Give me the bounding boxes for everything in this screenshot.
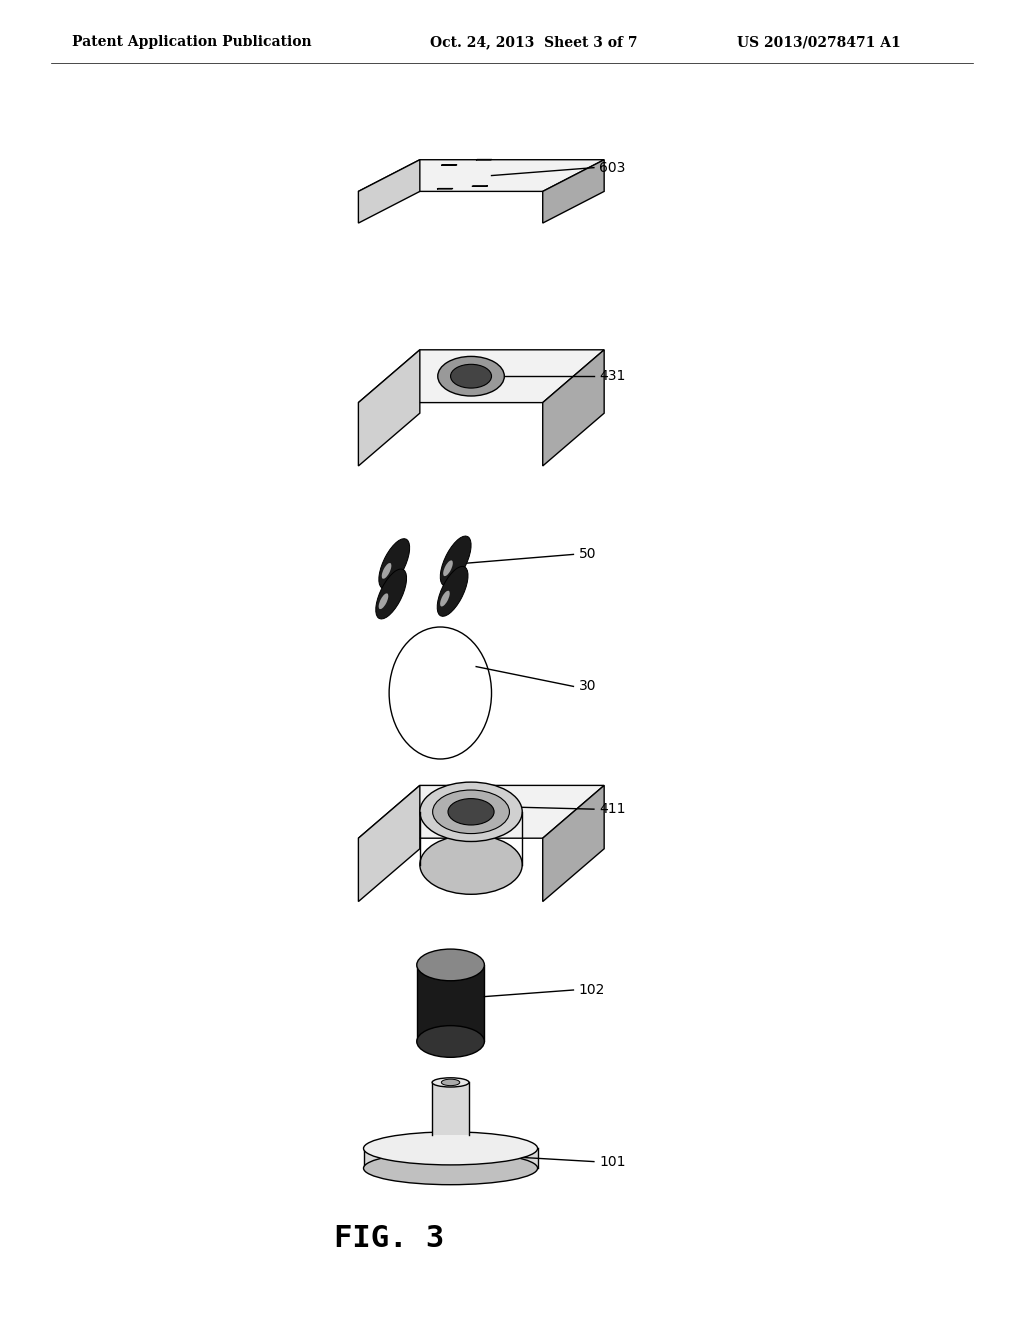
Text: 102: 102 bbox=[579, 983, 605, 997]
Ellipse shape bbox=[417, 1026, 484, 1057]
Ellipse shape bbox=[441, 1080, 460, 1085]
Ellipse shape bbox=[382, 564, 391, 578]
Ellipse shape bbox=[440, 591, 450, 606]
Text: Patent Application Publication: Patent Application Publication bbox=[72, 36, 311, 49]
Ellipse shape bbox=[451, 364, 492, 388]
Ellipse shape bbox=[432, 1077, 469, 1088]
Ellipse shape bbox=[417, 949, 484, 981]
Polygon shape bbox=[543, 350, 604, 466]
Ellipse shape bbox=[364, 1133, 538, 1166]
Polygon shape bbox=[543, 785, 604, 902]
Ellipse shape bbox=[447, 799, 494, 825]
Polygon shape bbox=[358, 160, 604, 191]
Text: 30: 30 bbox=[579, 680, 596, 693]
Polygon shape bbox=[358, 350, 420, 466]
Polygon shape bbox=[358, 350, 604, 403]
Text: 603: 603 bbox=[599, 161, 626, 174]
Text: Oct. 24, 2013  Sheet 3 of 7: Oct. 24, 2013 Sheet 3 of 7 bbox=[430, 36, 638, 49]
Text: 411: 411 bbox=[599, 803, 626, 816]
Ellipse shape bbox=[432, 789, 510, 834]
Text: FIG. 3: FIG. 3 bbox=[334, 1224, 444, 1253]
Ellipse shape bbox=[420, 836, 522, 895]
Polygon shape bbox=[358, 160, 420, 223]
Ellipse shape bbox=[443, 561, 453, 576]
Ellipse shape bbox=[379, 594, 388, 609]
Ellipse shape bbox=[440, 536, 471, 586]
Ellipse shape bbox=[438, 356, 504, 396]
Text: 101: 101 bbox=[599, 1155, 626, 1168]
Ellipse shape bbox=[376, 569, 407, 619]
Text: US 2013/0278471 A1: US 2013/0278471 A1 bbox=[737, 36, 901, 49]
Polygon shape bbox=[543, 160, 604, 223]
Polygon shape bbox=[358, 785, 604, 838]
Ellipse shape bbox=[420, 781, 522, 842]
Ellipse shape bbox=[364, 1151, 538, 1185]
Circle shape bbox=[389, 627, 492, 759]
Text: 431: 431 bbox=[599, 370, 626, 383]
Ellipse shape bbox=[437, 566, 468, 616]
Polygon shape bbox=[358, 785, 420, 902]
Ellipse shape bbox=[379, 539, 410, 589]
Text: 50: 50 bbox=[579, 548, 596, 561]
